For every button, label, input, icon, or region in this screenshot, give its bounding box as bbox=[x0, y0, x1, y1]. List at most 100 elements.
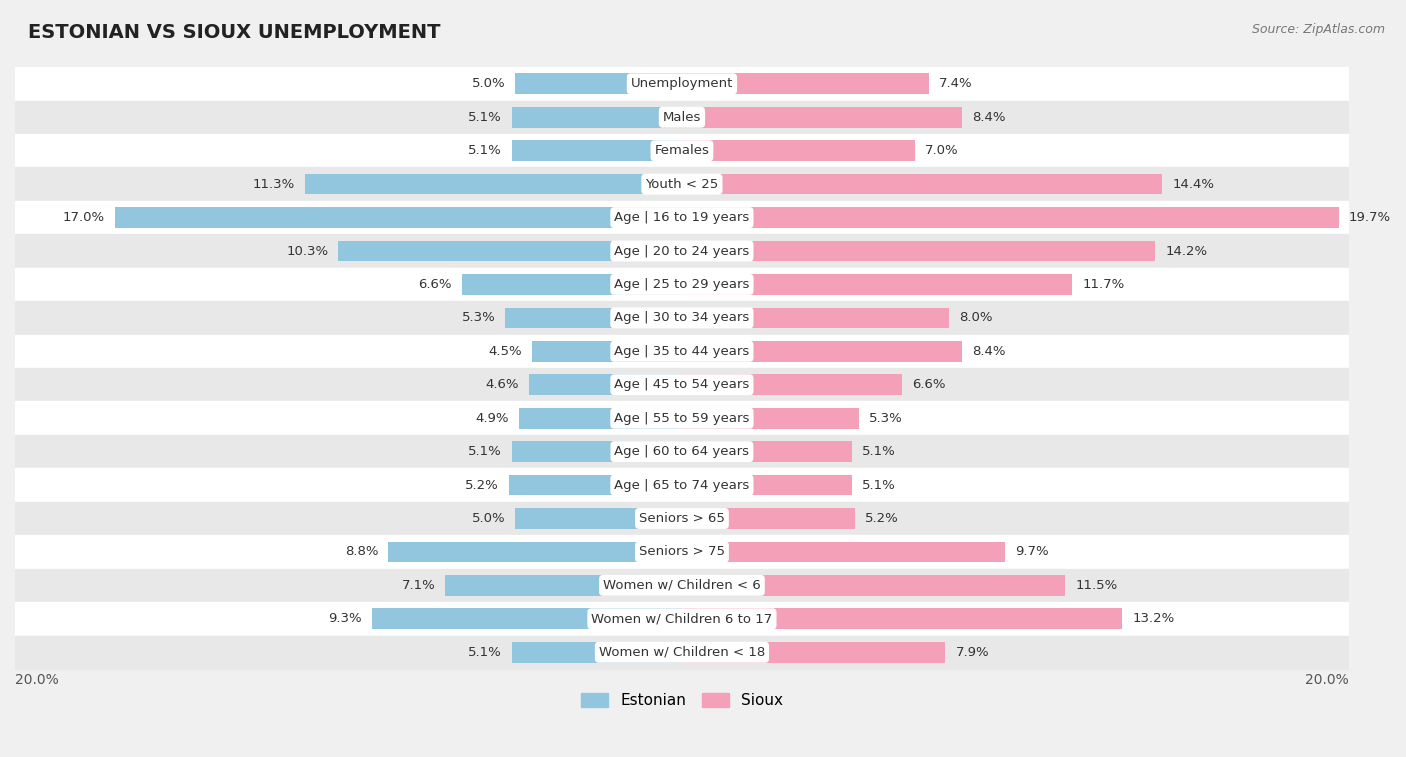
Text: 9.7%: 9.7% bbox=[1015, 546, 1049, 559]
Text: 5.1%: 5.1% bbox=[468, 646, 502, 659]
Text: 7.4%: 7.4% bbox=[939, 77, 973, 90]
Text: 5.1%: 5.1% bbox=[862, 445, 896, 458]
Text: 11.7%: 11.7% bbox=[1083, 278, 1125, 291]
Bar bbox=[682, 341, 962, 362]
Bar bbox=[682, 207, 1339, 228]
Bar bbox=[682, 274, 1073, 294]
Bar bbox=[15, 602, 1348, 636]
Bar bbox=[682, 73, 929, 94]
Text: 6.6%: 6.6% bbox=[912, 378, 945, 391]
Text: Females: Females bbox=[655, 144, 710, 157]
Text: Women w/ Children < 6: Women w/ Children < 6 bbox=[603, 579, 761, 592]
Bar bbox=[15, 435, 1348, 469]
Text: Women w/ Children < 18: Women w/ Children < 18 bbox=[599, 646, 765, 659]
Text: 5.2%: 5.2% bbox=[865, 512, 898, 525]
Bar bbox=[15, 569, 1348, 602]
Bar bbox=[371, 609, 682, 629]
Text: 4.5%: 4.5% bbox=[488, 344, 522, 358]
Bar bbox=[15, 201, 1348, 234]
Bar bbox=[15, 134, 1348, 167]
Bar bbox=[446, 575, 682, 596]
Text: Age | 20 to 24 years: Age | 20 to 24 years bbox=[614, 245, 749, 257]
Text: 17.0%: 17.0% bbox=[63, 211, 105, 224]
Text: Age | 25 to 29 years: Age | 25 to 29 years bbox=[614, 278, 749, 291]
Text: 9.3%: 9.3% bbox=[328, 612, 361, 625]
Legend: Estonian, Sioux: Estonian, Sioux bbox=[575, 687, 789, 714]
Text: ESTONIAN VS SIOUX UNEMPLOYMENT: ESTONIAN VS SIOUX UNEMPLOYMENT bbox=[28, 23, 440, 42]
Bar bbox=[682, 508, 855, 529]
Bar bbox=[15, 469, 1348, 502]
Bar bbox=[115, 207, 682, 228]
Bar bbox=[339, 241, 682, 261]
Bar bbox=[682, 609, 1122, 629]
Text: Source: ZipAtlas.com: Source: ZipAtlas.com bbox=[1251, 23, 1385, 36]
Bar bbox=[15, 67, 1348, 101]
Bar bbox=[682, 575, 1066, 596]
Bar bbox=[509, 475, 682, 495]
Bar bbox=[682, 307, 949, 329]
Text: Seniors > 75: Seniors > 75 bbox=[638, 546, 725, 559]
Text: Age | 60 to 64 years: Age | 60 to 64 years bbox=[614, 445, 749, 458]
Bar bbox=[515, 508, 682, 529]
Text: 5.1%: 5.1% bbox=[862, 478, 896, 491]
Text: 6.6%: 6.6% bbox=[419, 278, 451, 291]
Text: 5.1%: 5.1% bbox=[468, 144, 502, 157]
Bar bbox=[505, 307, 682, 329]
Text: Women w/ Children 6 to 17: Women w/ Children 6 to 17 bbox=[592, 612, 772, 625]
Bar bbox=[15, 535, 1348, 569]
Text: Age | 16 to 19 years: Age | 16 to 19 years bbox=[614, 211, 749, 224]
Text: 5.1%: 5.1% bbox=[468, 445, 502, 458]
Bar bbox=[512, 107, 682, 128]
Text: 8.4%: 8.4% bbox=[972, 111, 1005, 123]
Bar bbox=[682, 174, 1163, 195]
Bar bbox=[519, 408, 682, 428]
Bar bbox=[15, 268, 1348, 301]
Text: 11.3%: 11.3% bbox=[253, 178, 295, 191]
Text: 7.0%: 7.0% bbox=[925, 144, 959, 157]
Text: 7.1%: 7.1% bbox=[402, 579, 436, 592]
Bar bbox=[529, 375, 682, 395]
Bar bbox=[682, 375, 903, 395]
Text: 8.0%: 8.0% bbox=[959, 311, 993, 325]
Bar bbox=[388, 541, 682, 562]
Text: 11.5%: 11.5% bbox=[1076, 579, 1118, 592]
Text: 5.2%: 5.2% bbox=[465, 478, 499, 491]
Text: 13.2%: 13.2% bbox=[1132, 612, 1174, 625]
Text: 14.2%: 14.2% bbox=[1166, 245, 1208, 257]
Bar bbox=[512, 140, 682, 161]
Bar bbox=[15, 167, 1348, 201]
Bar bbox=[15, 301, 1348, 335]
Bar bbox=[15, 335, 1348, 368]
Text: Youth < 25: Youth < 25 bbox=[645, 178, 718, 191]
Text: Males: Males bbox=[662, 111, 702, 123]
Bar bbox=[512, 642, 682, 662]
Bar bbox=[531, 341, 682, 362]
Bar bbox=[682, 441, 852, 462]
Text: 7.9%: 7.9% bbox=[956, 646, 988, 659]
Text: 10.3%: 10.3% bbox=[287, 245, 329, 257]
Text: Unemployment: Unemployment bbox=[631, 77, 733, 90]
Text: 8.8%: 8.8% bbox=[344, 546, 378, 559]
Text: 5.0%: 5.0% bbox=[471, 512, 505, 525]
Bar bbox=[512, 441, 682, 462]
Text: Seniors > 65: Seniors > 65 bbox=[638, 512, 725, 525]
Bar bbox=[15, 101, 1348, 134]
Bar bbox=[515, 73, 682, 94]
Text: 8.4%: 8.4% bbox=[972, 344, 1005, 358]
Bar bbox=[15, 636, 1348, 669]
Bar bbox=[15, 502, 1348, 535]
Bar bbox=[682, 140, 915, 161]
Bar bbox=[682, 541, 1005, 562]
Text: 4.9%: 4.9% bbox=[475, 412, 509, 425]
Text: 5.1%: 5.1% bbox=[468, 111, 502, 123]
Text: Age | 30 to 34 years: Age | 30 to 34 years bbox=[614, 311, 749, 325]
Text: 4.6%: 4.6% bbox=[485, 378, 519, 391]
Bar bbox=[15, 368, 1348, 401]
Text: 5.0%: 5.0% bbox=[471, 77, 505, 90]
Bar bbox=[682, 642, 945, 662]
Bar bbox=[305, 174, 682, 195]
Bar bbox=[461, 274, 682, 294]
Bar bbox=[15, 234, 1348, 268]
Bar bbox=[682, 107, 962, 128]
Text: Age | 65 to 74 years: Age | 65 to 74 years bbox=[614, 478, 749, 491]
